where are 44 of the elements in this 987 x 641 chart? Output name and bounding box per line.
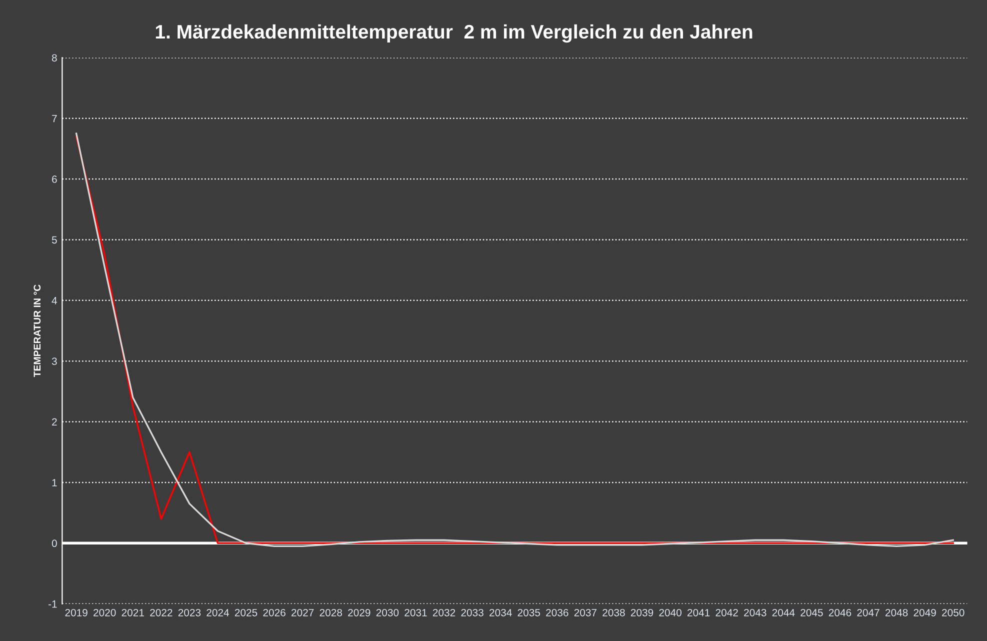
x-tick-label: 2028 (320, 608, 342, 616)
x-tick-label: 2045 (800, 608, 823, 616)
y-tick-label: 3 (52, 358, 57, 365)
x-tick-label: 2047 (857, 608, 880, 616)
x-tick-label: 2036 (546, 608, 568, 616)
x-tick-label: 2038 (602, 608, 625, 616)
x-tick-label: 2032 (432, 608, 456, 616)
y-tick-label: 0 (52, 540, 57, 548)
x-tick-label: 2040 (659, 608, 682, 616)
y-tick-label: 2 (52, 418, 57, 426)
x-tick-label: 2033 (461, 608, 484, 616)
x-tick-label: 2035 (518, 608, 540, 616)
y-tick-label: 6 (52, 176, 57, 183)
chart-title: 1. Märzdekadenmitteltemperatur 2 m im Vergleich zu den Jahren (156, 24, 752, 43)
x-tick-label: 2046 (828, 608, 852, 616)
y-tick-label: 7 (52, 114, 57, 122)
x-tick-label: 2048 (885, 608, 908, 616)
x-tick-label: 2020 (94, 608, 116, 616)
x-tick-label: 2034 (490, 608, 512, 616)
x-tick-label: 2049 (914, 608, 936, 616)
x-tick-label: 2021 (122, 608, 144, 616)
x-tick-label: 2042 (716, 608, 738, 616)
x-tick-label: 2019 (65, 608, 88, 616)
x-tick-label: 2026 (263, 608, 286, 616)
y-tick-label: -1 (48, 600, 57, 608)
x-tick-label: 2037 (574, 608, 596, 616)
x-tick-label: 2031 (404, 608, 427, 616)
y-tick-label: 8 (52, 54, 57, 62)
x-tick-label: 2044 (772, 608, 795, 616)
y-axis-title: TEMPERATUR IN °C (34, 284, 41, 378)
x-tick-label: 2030 (376, 608, 399, 616)
x-tick-label: 2027 (292, 608, 314, 616)
x-tick-label: 2023 (178, 608, 201, 616)
y-tick-label: 1 (52, 479, 57, 486)
y-tick-label: 4 (52, 297, 58, 304)
x-tick-label: 2050 (942, 608, 964, 616)
x-tick-label: 2025 (234, 608, 258, 616)
x-tick-label: 2043 (744, 608, 766, 616)
y-tick-label: 5 (52, 236, 57, 244)
x-tick-label: 2029 (348, 608, 370, 616)
x-tick-label: 2022 (150, 608, 172, 616)
x-tick-label: 2039 (630, 608, 654, 616)
x-tick-label: 2024 (206, 608, 230, 616)
x-tick-label: 2041 (688, 608, 710, 616)
